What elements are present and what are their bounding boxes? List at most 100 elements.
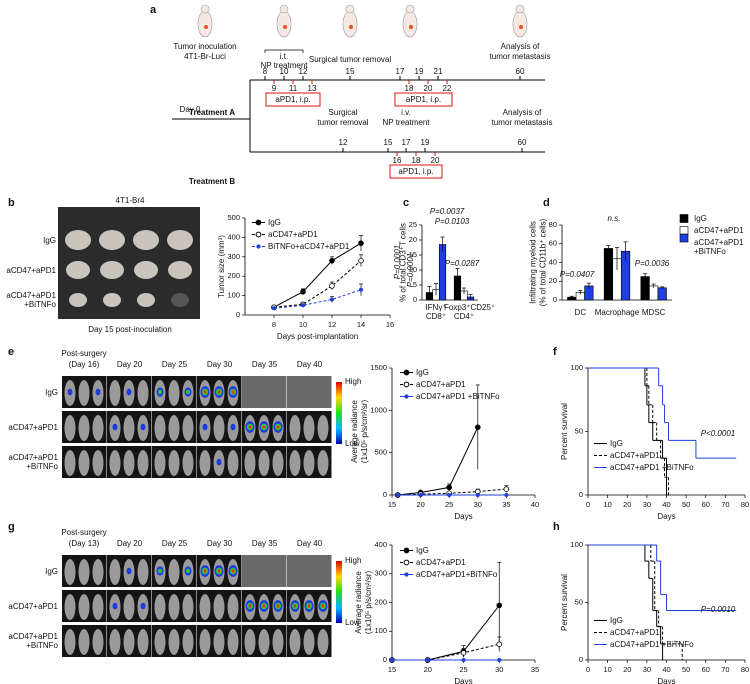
annotation: n.s. (608, 214, 621, 223)
legend-marker (256, 244, 261, 249)
mouse (168, 415, 180, 441)
y-tick-label: 15 (409, 250, 417, 259)
legend-label: aCD47+aPD1 (268, 229, 318, 239)
mouse (64, 594, 76, 620)
panel-label: f (553, 346, 557, 358)
y-tick-label: 0 (413, 295, 417, 304)
y-tick-label: 300 (227, 252, 240, 261)
x-tick-label: 60 (702, 500, 710, 509)
y-tick-label: 500 (227, 213, 240, 222)
imaging-row-label: IgG (45, 387, 58, 397)
timeline-day: 12 (299, 67, 308, 76)
y-axis-label: (% of total CD11b⁺ cells) (539, 218, 548, 306)
x-tick-label: 10 (603, 665, 611, 674)
annotation: P=0.0001 (406, 253, 415, 287)
point (358, 287, 363, 292)
bar (438, 244, 447, 301)
y-tick-label: 80 (549, 220, 557, 229)
mouse (78, 450, 90, 476)
annotation: P=0.0010 (701, 605, 736, 614)
imaging-day: Day 40 (297, 360, 323, 369)
signal (158, 389, 162, 395)
x-tick-label: 30 (643, 665, 651, 674)
tumor (69, 293, 87, 307)
point (358, 240, 364, 247)
timeline-red-day: 22 (443, 84, 452, 93)
timeline-day: 10 (280, 67, 289, 76)
signal (203, 390, 207, 394)
x-tick-label: 35 (531, 665, 539, 674)
signal (140, 602, 146, 610)
series-line (392, 643, 500, 661)
timeline-day: 60 (516, 67, 525, 76)
timeline-label: 4T1-Br-Luci (184, 52, 226, 61)
tumor (100, 261, 124, 279)
mouse (272, 629, 284, 655)
mouse (92, 450, 104, 476)
treatment-box-label: aPD1, i.p. (406, 95, 441, 104)
panel-label: d (543, 197, 550, 209)
mouse (244, 629, 256, 655)
imaging-row-label: aCD47+aPD1 +BiTNFo (8, 453, 58, 471)
timeline-label: i.t. (280, 52, 288, 61)
mouse (168, 559, 180, 585)
treatment-box-label: aPD1, i.p. (275, 95, 310, 104)
timeline-red-day: 11 (289, 84, 298, 93)
timeline-day: 15 (346, 67, 355, 76)
timeline-label: Analysis of (501, 42, 540, 51)
y-axis-label: Percent survival (560, 574, 569, 631)
legend-label: aCD47+aPD1+BiTNFo (416, 569, 498, 579)
imaging-header: (Day 13) (69, 539, 100, 548)
treatment-box (389, 164, 443, 179)
timeline-label: i.v. (401, 108, 411, 117)
mouse (92, 559, 104, 585)
tumor (65, 230, 91, 250)
mouse (78, 415, 90, 441)
y-axis-label: (1x10⁵ p/s/cm²/sr) (364, 571, 373, 635)
mouse (137, 380, 149, 406)
imaging-tile (242, 376, 287, 408)
imaging-header: Post-surgery (61, 349, 106, 358)
mouse-icon (197, 10, 213, 38)
mouse-head (515, 4, 525, 14)
mouse (317, 415, 329, 441)
day0-label: Day 0 (180, 105, 201, 114)
mouse (199, 629, 211, 655)
mouse (92, 594, 104, 620)
signal (217, 390, 221, 394)
series-line (273, 289, 362, 309)
imaging-day: Day 20 (117, 360, 143, 369)
point (389, 658, 394, 663)
timeline-red-day: 9 (272, 84, 277, 93)
y-tick-label: 400 (374, 540, 387, 549)
x-tick-label: 16 (386, 320, 394, 329)
signal (231, 569, 235, 573)
bracket (264, 49, 304, 53)
timeline-label: Surgical (329, 108, 358, 117)
treatment-name: Treatment B (189, 177, 235, 186)
timeline-label: Tumor inoculation (173, 42, 236, 51)
mouse (182, 450, 194, 476)
point (460, 650, 467, 656)
panel-label: c (403, 197, 409, 209)
legend-label: BiTNFo+aCD47+aPD1 (268, 241, 350, 251)
mouse (64, 415, 76, 441)
mouse (227, 594, 239, 620)
x-tick-label: 0 (586, 665, 590, 674)
point (358, 257, 364, 264)
y-tick-label: 100 (374, 626, 387, 635)
x-tick-label: 50 (682, 665, 690, 674)
y-axis-label: Average radiance (350, 400, 359, 463)
series-line (397, 427, 479, 496)
point (300, 288, 306, 295)
point (329, 257, 335, 264)
y-axis-label: Infiltrating myeloid cells (529, 221, 538, 304)
mouse (182, 629, 194, 655)
mouse-head (279, 4, 289, 14)
mouse (123, 415, 135, 441)
signal (307, 604, 311, 608)
mouse (168, 450, 180, 476)
bar (640, 276, 650, 301)
y-tick-label: 20 (549, 276, 557, 285)
